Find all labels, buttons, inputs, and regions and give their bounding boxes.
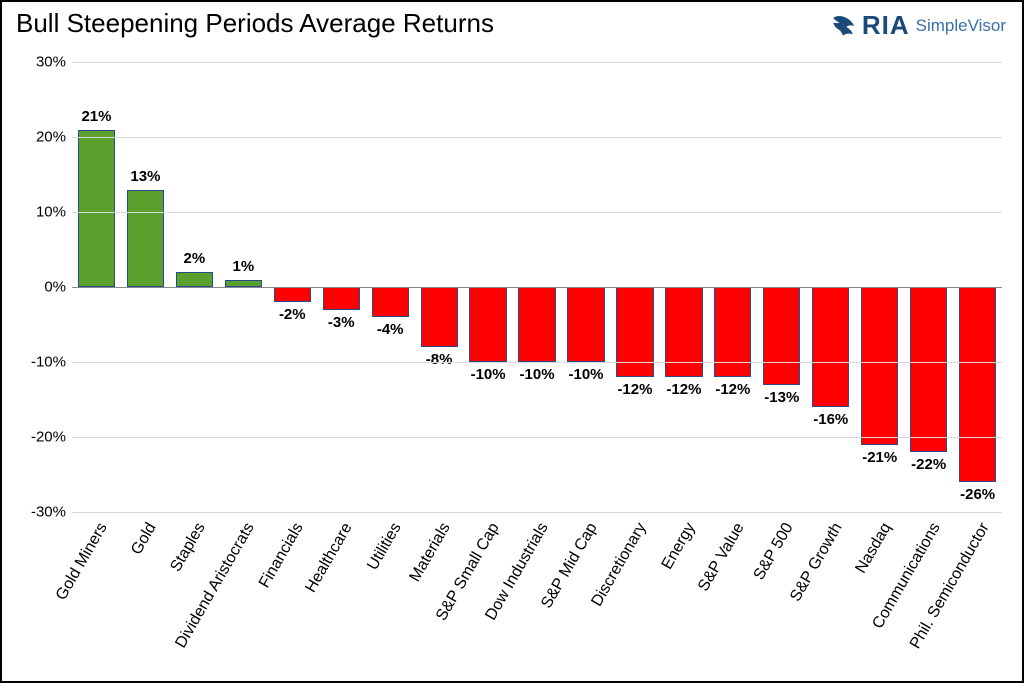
bar bbox=[78, 130, 115, 288]
bar-value-label: 1% bbox=[219, 258, 268, 275]
brand-secondary: SimpleVisor bbox=[916, 16, 1006, 36]
bar-value-label: 21% bbox=[72, 108, 121, 125]
bar bbox=[274, 287, 311, 302]
x-axis-label: Materials bbox=[407, 520, 455, 585]
y-tick-label: -30% bbox=[16, 504, 66, 521]
x-axis-label: Financials bbox=[256, 520, 308, 591]
bar bbox=[469, 287, 506, 362]
bar bbox=[176, 272, 213, 287]
bar bbox=[959, 287, 996, 482]
zero-line bbox=[72, 287, 1002, 288]
bar bbox=[812, 287, 849, 407]
ria-logo-icon bbox=[830, 13, 856, 39]
bar-value-label: -10% bbox=[464, 366, 513, 383]
bar bbox=[323, 287, 360, 310]
chart-title: Bull Steepening Periods Average Returns bbox=[16, 8, 494, 39]
brand-block: RIA SimpleVisor bbox=[830, 10, 1006, 41]
gridline bbox=[72, 137, 1002, 138]
x-axis-label: Staples bbox=[168, 520, 210, 575]
gridline bbox=[72, 62, 1002, 63]
bar-value-label: -10% bbox=[513, 366, 562, 383]
bar bbox=[518, 287, 555, 362]
gridline bbox=[72, 362, 1002, 363]
y-tick-label: -10% bbox=[16, 354, 66, 371]
x-axis-label: Energy bbox=[659, 520, 700, 573]
bar-value-label: 13% bbox=[121, 168, 170, 185]
bar bbox=[372, 287, 409, 317]
bar-value-label: -16% bbox=[806, 411, 855, 428]
x-axis-label: Nasdaq bbox=[852, 520, 895, 577]
bar-value-label: -10% bbox=[562, 366, 611, 383]
bar bbox=[127, 190, 164, 288]
bar bbox=[567, 287, 604, 362]
y-tick-label: 10% bbox=[16, 204, 66, 221]
bar-value-label: -22% bbox=[904, 456, 953, 473]
x-axis-label: Gold Miners bbox=[53, 520, 112, 604]
bar-value-label: -21% bbox=[855, 449, 904, 466]
x-axis-label: Utilities bbox=[364, 520, 405, 574]
y-tick-label: -20% bbox=[16, 429, 66, 446]
bar-value-label: 2% bbox=[170, 250, 219, 267]
bar-value-label: -12% bbox=[659, 381, 708, 398]
bar-value-label: -4% bbox=[366, 321, 415, 338]
bar-value-label: -3% bbox=[317, 314, 366, 331]
chart-frame: Bull Steepening Periods Average Returns … bbox=[0, 0, 1024, 683]
bar-value-label: -2% bbox=[268, 306, 317, 323]
brand-primary: RIA bbox=[862, 10, 910, 41]
bar bbox=[616, 287, 653, 377]
bar bbox=[714, 287, 751, 377]
bar bbox=[421, 287, 458, 347]
bar bbox=[225, 280, 262, 288]
bar bbox=[861, 287, 898, 445]
bar-value-label: -26% bbox=[953, 486, 1002, 503]
x-axis-label: S&P Growth bbox=[787, 520, 846, 605]
bar-value-label: -12% bbox=[708, 381, 757, 398]
bar-value-label: -8% bbox=[415, 351, 464, 368]
y-tick-label: 20% bbox=[16, 129, 66, 146]
x-axis-label: Healthcare bbox=[303, 520, 357, 596]
plot-area: 21%13%2%1%-2%-3%-4%-8%-10%-10%-10%-12%-1… bbox=[72, 62, 1002, 512]
bar-value-label: -13% bbox=[757, 389, 806, 406]
gridline bbox=[72, 212, 1002, 213]
bar bbox=[763, 287, 800, 385]
chart-region: 21%13%2%1%-2%-3%-4%-8%-10%-10%-10%-12%-1… bbox=[16, 44, 1008, 671]
bar bbox=[910, 287, 947, 452]
x-axis-label: S&P 500 bbox=[750, 520, 797, 583]
x-axis-label: Gold bbox=[129, 520, 161, 558]
bar-value-label: -12% bbox=[610, 381, 659, 398]
gridline bbox=[72, 437, 1002, 438]
y-tick-label: 0% bbox=[16, 279, 66, 296]
gridline bbox=[72, 512, 1002, 513]
x-axis-label: S&P Value bbox=[695, 520, 749, 595]
bar bbox=[665, 287, 702, 377]
y-tick-label: 30% bbox=[16, 54, 66, 71]
